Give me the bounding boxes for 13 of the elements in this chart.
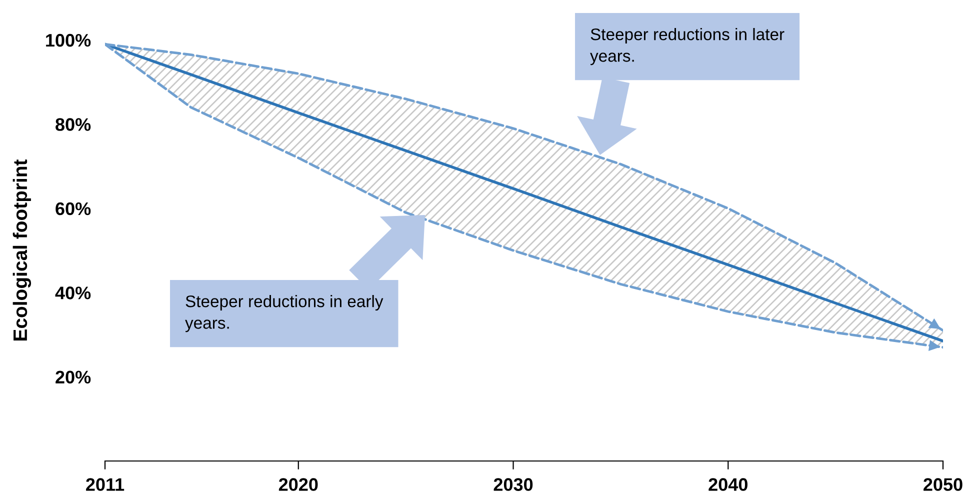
x-tick-label: 2030 xyxy=(494,478,533,491)
y-tick-label: 20% xyxy=(56,370,91,384)
x-tick-label: 2040 xyxy=(708,478,748,491)
annotation: Steeper reductions in later years. xyxy=(590,28,784,66)
y-tick-label: 60% xyxy=(56,202,91,216)
annotation: Steeper reductions in early years. xyxy=(185,295,384,332)
x-tick-label: 2020 xyxy=(278,478,318,491)
x-tick-label: 2011 xyxy=(86,478,124,491)
x-tick-label: 2050 xyxy=(924,478,962,491)
y-axis-title: Ecological footprint xyxy=(12,159,32,340)
y-tick-label: 80% xyxy=(56,118,91,131)
y-tick-label: 40% xyxy=(55,286,91,300)
y-tick-label: 100% xyxy=(46,34,91,47)
